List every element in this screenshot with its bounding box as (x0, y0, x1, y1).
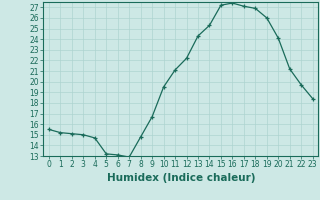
X-axis label: Humidex (Indice chaleur): Humidex (Indice chaleur) (107, 173, 255, 183)
